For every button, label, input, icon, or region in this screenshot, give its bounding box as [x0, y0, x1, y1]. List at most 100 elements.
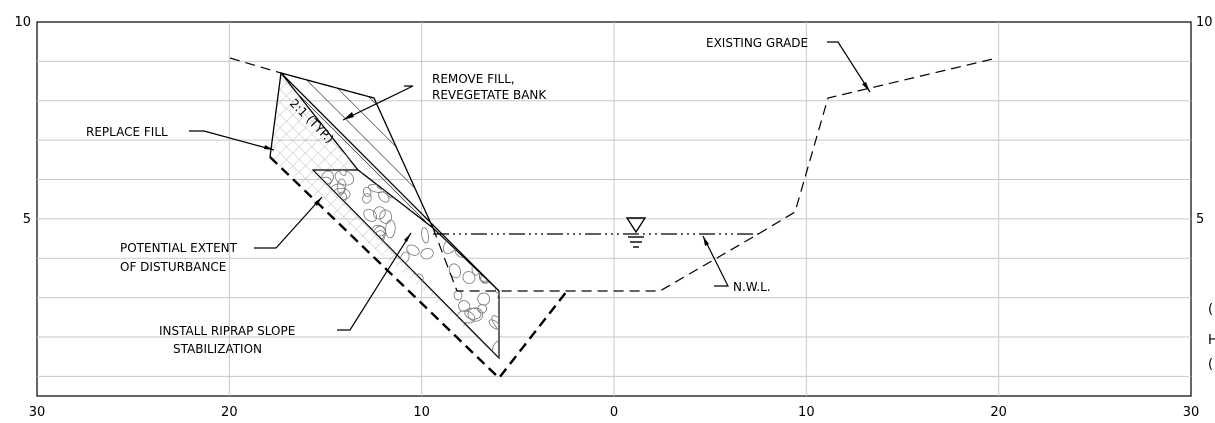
- riprap-stone: [331, 299, 349, 313]
- label-remove-fill-line1: REMOVE FILL,: [432, 72, 515, 86]
- riprap-stone: [467, 307, 484, 322]
- riprap-stone: [433, 170, 442, 174]
- riprap-stone: [475, 242, 490, 256]
- y-tick-label-left: 5: [23, 212, 31, 227]
- riprap-stone: [337, 170, 347, 177]
- riprap-stone: [476, 253, 489, 266]
- riprap-stone: [361, 311, 370, 329]
- arrow-replace-fill: [264, 145, 274, 150]
- riprap-stone: [363, 208, 378, 222]
- label-potential-line1: POTENTIAL EXTENT: [120, 241, 238, 255]
- riprap-stone: [313, 232, 320, 244]
- label-existing-grade: EXISTING GRADE: [706, 36, 808, 50]
- riprap-stone: [364, 283, 377, 293]
- riprap-stone: [313, 259, 323, 271]
- riprap-stone: [442, 348, 454, 358]
- label-potential-line2: OF DISTURBANCE: [120, 260, 226, 274]
- leader-remove-fill: [342, 85, 414, 121]
- riprap-stone: [337, 293, 351, 306]
- riprap-stone: [328, 301, 344, 317]
- riprap-stone: [476, 193, 485, 208]
- x-tick-label: 10: [798, 405, 815, 420]
- riprap-stone: [442, 215, 463, 228]
- riprap-stone: [391, 305, 405, 319]
- riprap-stone: [386, 284, 399, 295]
- riprap-stone: [371, 289, 387, 303]
- riprap-stone: [500, 166, 509, 176]
- riprap-stone: [484, 195, 495, 207]
- riprap-stone: [320, 313, 339, 327]
- y-tick-label-right: 5: [1196, 212, 1204, 227]
- riprap-stone: [458, 356, 469, 358]
- proposed-slope-line: [269, 72, 282, 158]
- existing-grade-line: [229, 57, 375, 99]
- riprap-stone: [320, 221, 335, 234]
- riprap-stone: [314, 306, 329, 319]
- riprap-stone: [362, 187, 372, 198]
- riprap-stone: [378, 336, 393, 354]
- riprap-stone: [414, 309, 433, 327]
- riprap-stone: [497, 247, 499, 267]
- riprap-stone: [382, 324, 392, 336]
- riprap-stone: [362, 345, 374, 358]
- riprap-stone: [315, 210, 327, 226]
- disturbance-extent-line: [269, 156, 568, 380]
- riprap-stone: [349, 269, 361, 280]
- riprap-stone: [339, 325, 352, 338]
- riprap-stone: [336, 178, 347, 195]
- riprap-stone: [494, 284, 499, 294]
- riprap-stone: [448, 263, 461, 279]
- riprap-stone: [495, 214, 499, 226]
- riprap-stone: [412, 170, 424, 179]
- leader-potential: [254, 196, 323, 249]
- riprap-stone: [325, 255, 337, 267]
- arrow-riprap: [404, 233, 411, 242]
- riprap-stone: [452, 202, 465, 216]
- riprap-stone: [380, 305, 392, 324]
- arrow-potential: [314, 197, 322, 206]
- x-tick-label: 10: [413, 405, 430, 420]
- leader-existing-grade: [827, 41, 871, 93]
- riprap-stone: [487, 181, 499, 190]
- y-tick-label-right: 10: [1196, 15, 1213, 30]
- riprap-stone: [448, 187, 461, 201]
- arrow-existing-grade: [862, 82, 870, 92]
- riprap-stone: [488, 319, 499, 330]
- arrow-nwl: [703, 236, 709, 246]
- riprap-stone: [350, 293, 362, 305]
- riprap-stone: [495, 170, 499, 175]
- riprap-stone: [347, 281, 363, 300]
- riprap-stone: [434, 342, 445, 352]
- existing-grade-line-channel: [432, 57, 998, 292]
- riprap-stone: [342, 267, 356, 275]
- leader-nwl: [702, 235, 729, 287]
- right-cut-char-3: (: [1208, 357, 1213, 372]
- riprap-stone: [497, 290, 499, 303]
- x-tick-label: 20: [221, 405, 238, 420]
- riprap-stone: [317, 276, 333, 295]
- riprap-stone: [333, 350, 344, 358]
- riprap-stone: [406, 244, 420, 256]
- proposed-top-line: [280, 72, 500, 292]
- label-riprap-line1: INSTALL RIPRAP SLOPE: [159, 324, 295, 338]
- leader-riprap: [337, 232, 412, 331]
- riprap-stone: [443, 170, 453, 177]
- riprap-stone: [423, 185, 435, 197]
- riprap-stone: [464, 307, 482, 320]
- riprap-stone: [362, 193, 372, 204]
- riprap-stone: [379, 209, 393, 224]
- riprap-stone: [428, 199, 447, 213]
- riprap-stone: [391, 348, 402, 358]
- riprap-stone: [378, 316, 392, 328]
- x-tick-label: 30: [1183, 405, 1200, 420]
- arrow-remove-fill: [343, 112, 354, 120]
- label-replace-fill: REPLACE FILL: [86, 125, 168, 139]
- leader-replace-fill: [189, 130, 275, 151]
- riprap-stone: [398, 339, 416, 350]
- riprap-stone: [421, 227, 430, 244]
- riprap-stone: [420, 247, 434, 260]
- y-tick-label-left: 10: [14, 15, 31, 30]
- riprap-stone: [477, 292, 491, 306]
- x-tick-label: 30: [29, 405, 46, 420]
